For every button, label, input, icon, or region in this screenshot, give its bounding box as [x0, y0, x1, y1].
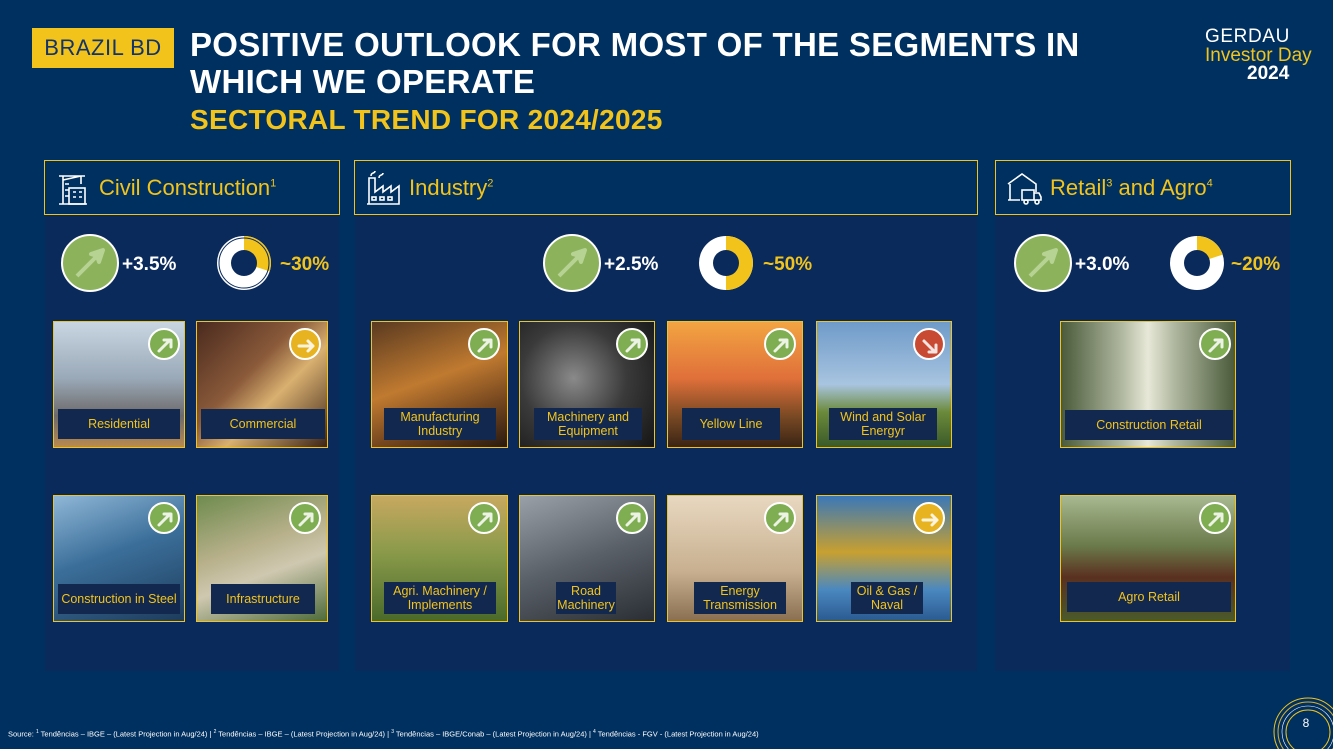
retail-share: ~20%	[1231, 254, 1281, 275]
civil-growth: +3.5%	[122, 254, 177, 275]
tile-oil-gas-naval[interactable]: Oil & Gas / Naval	[816, 495, 952, 622]
page-number: 8	[1302, 716, 1310, 730]
trend-up-icon	[1199, 502, 1231, 534]
tile-energy-transmission[interactable]: Energy Transmission	[667, 495, 803, 622]
trend-flat-icon	[913, 502, 945, 534]
trend-up-icon	[148, 502, 180, 534]
trend-down-icon	[913, 328, 945, 360]
industry-header: Industry2	[354, 160, 978, 215]
tile-machinery-and-equipment[interactable]: Machinery and Equipment	[519, 321, 655, 448]
tile-caption: Energy Transmission	[694, 582, 786, 614]
tile-agro-retail[interactable]: Agro Retail	[1060, 495, 1236, 622]
civil-share-donut	[217, 236, 272, 290]
tile-commercial[interactable]: Commercial	[196, 321, 328, 448]
civil-header: Civil Construction1	[44, 160, 340, 215]
tile-caption: Oil & Gas / Naval	[851, 582, 923, 614]
tile-caption: Road Machinery	[556, 582, 616, 614]
trend-up-icon	[764, 328, 796, 360]
trend-up-icon	[468, 502, 500, 534]
tile-caption: Machinery and Equipment	[534, 408, 642, 440]
tile-caption: Construction in Steel	[58, 584, 180, 614]
tile-road-machinery[interactable]: Road Machinery	[519, 495, 655, 622]
tile-caption: Agri. Machinery / Implements	[384, 582, 496, 614]
tile-caption: Infrastructure	[211, 584, 315, 614]
industry-share-slice	[726, 236, 753, 290]
tile-construction-in-steel[interactable]: Construction in Steel	[53, 495, 185, 622]
tile-caption: Yellow Line	[682, 408, 780, 440]
decorative-circle-lines-icon	[1273, 697, 1333, 749]
tile-caption: Manufacturing Industry	[384, 408, 496, 440]
tile-caption: Wind and Solar Energyr	[829, 408, 937, 440]
construction-crane-icon	[59, 174, 87, 205]
industry-share: ~50%	[763, 254, 813, 275]
tile-construction-retail[interactable]: Construction Retail	[1060, 321, 1236, 448]
growth-indicator-icon	[1014, 234, 1072, 292]
page-title: POSITIVE OUTLOOK FOR MOST OF THE SEGMENT…	[190, 26, 1080, 100]
warehouse-truck-icon	[1007, 172, 1042, 205]
growth-indicator-icon	[543, 234, 601, 292]
section-tag: BRAZIL BD	[32, 28, 174, 68]
tile-caption: Residential	[58, 409, 180, 439]
tile-agri-machinery[interactable]: Agri. Machinery / Implements	[371, 495, 508, 622]
trend-up-icon	[1199, 328, 1231, 360]
industry-share-donut	[699, 236, 753, 290]
trend-up-icon	[468, 328, 500, 360]
gerdau-investor-day-logo: GERDAU Investor Day 2024	[1205, 26, 1312, 84]
growth-indicator-icon	[61, 234, 119, 292]
tile-caption: Construction Retail	[1065, 410, 1233, 440]
tile-residential[interactable]: Residential	[53, 321, 185, 448]
civil-share: ~30%	[280, 254, 330, 275]
trend-up-icon	[616, 502, 648, 534]
retail-growth: +3.0%	[1075, 254, 1130, 275]
source-footnote: Source: 1 Tendências – IBGE – (Latest Pr…	[8, 729, 759, 739]
tile-manufacturing-industry[interactable]: Manufacturing Industry	[371, 321, 508, 448]
trend-up-icon	[148, 328, 180, 360]
tile-wind-and-solar[interactable]: Wind and Solar Energyr	[816, 321, 952, 448]
trend-up-icon	[616, 328, 648, 360]
tile-caption: Agro Retail	[1067, 582, 1231, 612]
tile-caption: Commercial	[201, 409, 325, 439]
tile-infrastructure[interactable]: Infrastructure	[196, 495, 328, 622]
trend-up-icon	[289, 502, 321, 534]
retail-header: Retail3 and Agro4	[995, 160, 1291, 215]
retail-share-donut	[1170, 236, 1224, 290]
tile-yellow-line[interactable]: Yellow Line	[667, 321, 803, 448]
trend-up-icon	[764, 502, 796, 534]
factory-icon	[367, 170, 400, 205]
trend-flat-icon	[289, 328, 321, 360]
page-subtitle: SECTORAL TREND FOR 2024/2025	[190, 104, 663, 135]
industry-growth: +2.5%	[604, 254, 659, 275]
